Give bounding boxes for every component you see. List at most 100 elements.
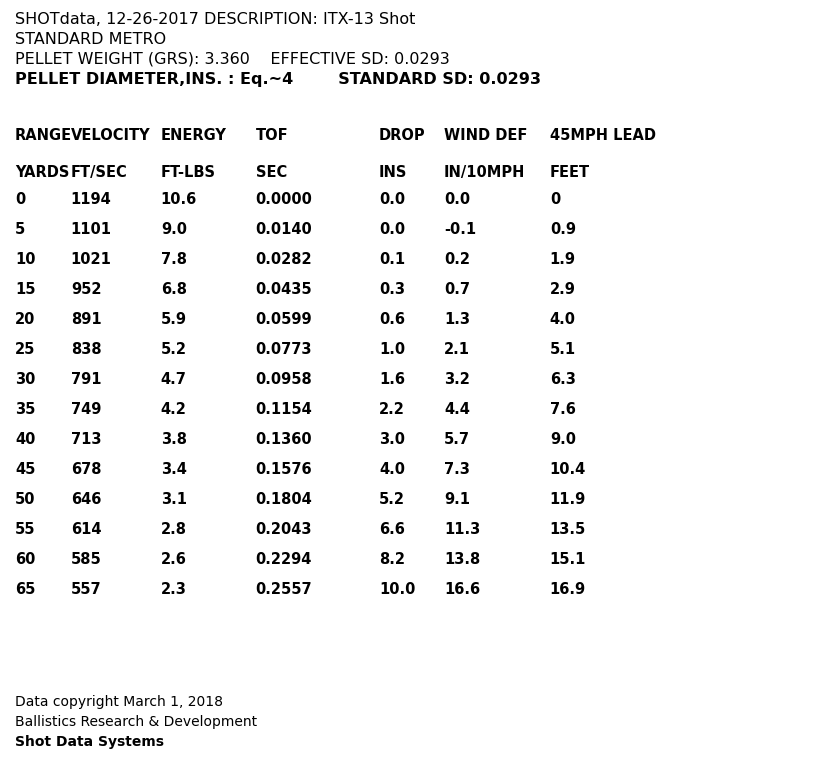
- Text: 11.3: 11.3: [444, 522, 481, 537]
- Text: 0.9: 0.9: [550, 222, 576, 237]
- Text: 0.1804: 0.1804: [256, 492, 312, 507]
- Text: 0.1576: 0.1576: [256, 462, 312, 477]
- Text: 0.1: 0.1: [379, 252, 405, 267]
- Text: 4.0: 4.0: [379, 462, 405, 477]
- Text: -0.1: -0.1: [444, 222, 476, 237]
- Text: 0: 0: [15, 192, 25, 207]
- Text: YARDS: YARDS: [15, 165, 69, 180]
- Text: 5.9: 5.9: [161, 312, 187, 327]
- Text: 0.1154: 0.1154: [256, 402, 312, 417]
- Text: 0.2294: 0.2294: [256, 552, 312, 567]
- Text: 0.0: 0.0: [379, 222, 405, 237]
- Text: 0.1360: 0.1360: [256, 432, 312, 447]
- Text: 4.7: 4.7: [161, 372, 187, 387]
- Text: 40: 40: [15, 432, 35, 447]
- Text: 2.8: 2.8: [161, 522, 187, 537]
- Text: 1101: 1101: [71, 222, 112, 237]
- Text: 10: 10: [15, 252, 36, 267]
- Text: 1021: 1021: [71, 252, 112, 267]
- Text: 4.0: 4.0: [550, 312, 576, 327]
- Text: IN/10MPH: IN/10MPH: [444, 165, 526, 180]
- Text: 3.8: 3.8: [161, 432, 187, 447]
- Text: 2.2: 2.2: [379, 402, 405, 417]
- Text: TOF: TOF: [256, 128, 288, 143]
- Text: 60: 60: [15, 552, 35, 567]
- Text: 16.6: 16.6: [444, 582, 480, 597]
- Text: 1194: 1194: [71, 192, 112, 207]
- Text: FT/SEC: FT/SEC: [71, 165, 127, 180]
- Text: 1.9: 1.9: [550, 252, 576, 267]
- Text: 10.6: 10.6: [161, 192, 197, 207]
- Text: 7.8: 7.8: [161, 252, 187, 267]
- Text: 791: 791: [71, 372, 102, 387]
- Text: 0.0140: 0.0140: [256, 222, 312, 237]
- Text: 0.0: 0.0: [379, 192, 405, 207]
- Text: PELLET WEIGHT (GRS): 3.360    EFFECTIVE SD: 0.0293: PELLET WEIGHT (GRS): 3.360 EFFECTIVE SD:…: [15, 52, 450, 67]
- Text: 646: 646: [71, 492, 101, 507]
- Text: 9.1: 9.1: [444, 492, 470, 507]
- Text: DROP: DROP: [379, 128, 426, 143]
- Text: 0.0: 0.0: [444, 192, 470, 207]
- Text: 0.0958: 0.0958: [256, 372, 312, 387]
- Text: 0.0282: 0.0282: [256, 252, 312, 267]
- Text: 0.0599: 0.0599: [256, 312, 312, 327]
- Text: 952: 952: [71, 282, 102, 297]
- Text: 5.1: 5.1: [550, 342, 576, 357]
- Text: 6.3: 6.3: [550, 372, 576, 387]
- Text: 50: 50: [15, 492, 36, 507]
- Text: ENERGY: ENERGY: [161, 128, 227, 143]
- Text: 10.4: 10.4: [550, 462, 586, 477]
- Text: 35: 35: [15, 402, 35, 417]
- Text: 9.0: 9.0: [550, 432, 576, 447]
- Text: 2.1: 2.1: [444, 342, 470, 357]
- Text: 7.3: 7.3: [444, 462, 470, 477]
- Text: VELOCITY: VELOCITY: [71, 128, 151, 143]
- Text: 16.9: 16.9: [550, 582, 586, 597]
- Text: 0.0435: 0.0435: [256, 282, 312, 297]
- Text: 1.3: 1.3: [444, 312, 470, 327]
- Text: 2.9: 2.9: [550, 282, 576, 297]
- Text: 30: 30: [15, 372, 35, 387]
- Text: 8.2: 8.2: [379, 552, 405, 567]
- Text: 6.6: 6.6: [379, 522, 405, 537]
- Text: 0.2043: 0.2043: [256, 522, 312, 537]
- Text: 55: 55: [15, 522, 36, 537]
- Text: 5: 5: [15, 222, 25, 237]
- Text: 0: 0: [550, 192, 560, 207]
- Text: 0.2557: 0.2557: [256, 582, 312, 597]
- Text: PELLET DIAMETER,INS. : Eq.~4        STANDARD SD: 0.0293: PELLET DIAMETER,INS. : Eq.~4 STANDARD SD…: [15, 72, 541, 87]
- Text: 3.1: 3.1: [161, 492, 187, 507]
- Text: 3.4: 3.4: [161, 462, 187, 477]
- Text: 3.2: 3.2: [444, 372, 470, 387]
- Text: 15: 15: [15, 282, 36, 297]
- Text: Shot Data Systems: Shot Data Systems: [15, 735, 164, 749]
- Text: WIND DEF: WIND DEF: [444, 128, 527, 143]
- Text: 0.2: 0.2: [444, 252, 470, 267]
- Text: 11.9: 11.9: [550, 492, 586, 507]
- Text: Ballistics Research & Development: Ballistics Research & Development: [15, 715, 257, 729]
- Text: 65: 65: [15, 582, 35, 597]
- Text: 0.6: 0.6: [379, 312, 405, 327]
- Text: 6.8: 6.8: [161, 282, 187, 297]
- Text: 5.7: 5.7: [444, 432, 470, 447]
- Text: FEET: FEET: [550, 165, 590, 180]
- Text: Data copyright March 1, 2018: Data copyright March 1, 2018: [15, 695, 223, 709]
- Text: RANGE: RANGE: [15, 128, 72, 143]
- Text: 25: 25: [15, 342, 35, 357]
- Text: 2.6: 2.6: [161, 552, 187, 567]
- Text: 749: 749: [71, 402, 101, 417]
- Text: 891: 891: [71, 312, 102, 327]
- Text: 614: 614: [71, 522, 102, 537]
- Text: 678: 678: [71, 462, 102, 477]
- Text: 557: 557: [71, 582, 102, 597]
- Text: 0.3: 0.3: [379, 282, 405, 297]
- Text: 1.6: 1.6: [379, 372, 405, 387]
- Text: INS: INS: [379, 165, 407, 180]
- Text: 3.0: 3.0: [379, 432, 405, 447]
- Text: SEC: SEC: [256, 165, 287, 180]
- Text: 10.0: 10.0: [379, 582, 416, 597]
- Text: 0.0000: 0.0000: [256, 192, 312, 207]
- Text: 0.7: 0.7: [444, 282, 470, 297]
- Text: 45: 45: [15, 462, 35, 477]
- Text: 45MPH LEAD: 45MPH LEAD: [550, 128, 656, 143]
